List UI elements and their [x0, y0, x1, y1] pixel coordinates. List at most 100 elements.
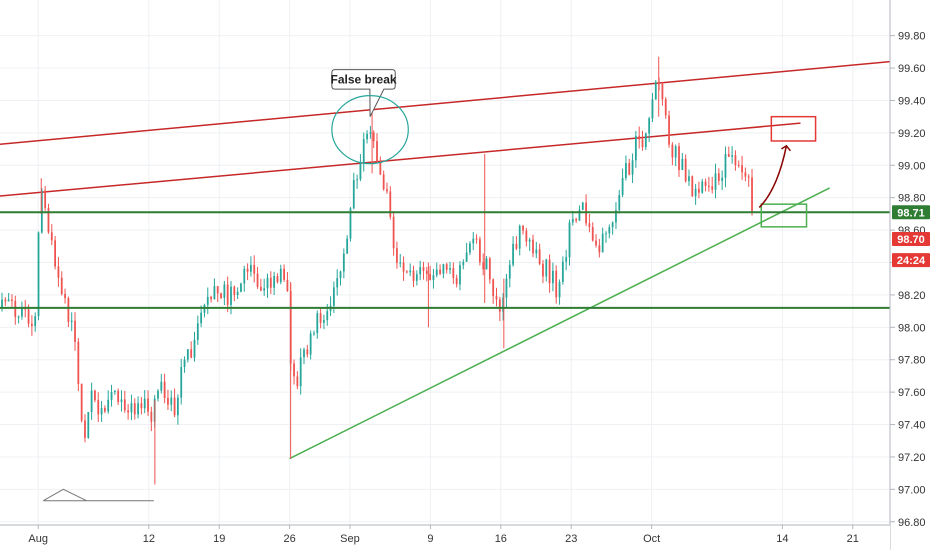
price-badge-label: 24:24 — [897, 255, 926, 267]
candle-body — [273, 275, 276, 288]
candle-body — [140, 403, 143, 409]
candle-body — [621, 177, 624, 195]
candle-body — [4, 299, 7, 302]
candle-body — [439, 269, 441, 274]
candle-body — [263, 288, 266, 291]
candle-body — [186, 349, 189, 360]
candle-body — [160, 381, 163, 391]
candle-body — [472, 238, 475, 244]
candle-body — [389, 191, 392, 217]
candle-body — [422, 267, 425, 271]
candle-body — [615, 210, 617, 223]
candle-body — [751, 177, 753, 212]
x-tick-label: 23 — [565, 533, 577, 545]
candle-body — [678, 146, 680, 171]
candle-body — [548, 259, 551, 284]
x-tick-label: 16 — [495, 533, 507, 545]
candle-body — [94, 390, 96, 401]
annotations: False break — [42, 69, 817, 502]
price-badge — [892, 253, 930, 268]
candle-body — [170, 397, 173, 405]
candle-body — [346, 238, 349, 254]
candle-body — [200, 312, 203, 324]
y-tick-label: 98.80 — [898, 193, 926, 205]
candle-body — [618, 194, 621, 211]
trendline — [0, 60, 891, 145]
candle-body — [455, 278, 458, 285]
candle-body — [598, 245, 601, 253]
candle-body — [525, 230, 528, 242]
candle-body — [366, 133, 368, 140]
candle-body — [561, 261, 564, 283]
candle-body — [711, 186, 714, 190]
x-tick-label: Sep — [340, 533, 360, 545]
candle-body — [240, 283, 242, 292]
candle-body — [518, 225, 521, 249]
y-tick-label: 99.00 — [898, 160, 926, 172]
candle-body — [34, 316, 37, 327]
x-tick-label: 26 — [284, 533, 296, 545]
y-tick-label: 99.60 — [898, 63, 926, 75]
candle-body — [435, 269, 438, 276]
candle-body — [216, 286, 219, 294]
candle-body — [147, 398, 149, 412]
candle-body — [213, 286, 216, 300]
candle-body — [27, 309, 30, 324]
price-axis-panel[interactable] — [890, 0, 932, 550]
y-tick-label: 97.40 — [898, 420, 926, 432]
y-tick-label: 99.80 — [898, 31, 926, 43]
candle-body — [326, 311, 329, 321]
candle-body — [412, 270, 415, 281]
price-badge-label: 98.70 — [897, 234, 925, 246]
candle-body — [684, 158, 687, 182]
candle-body — [259, 286, 262, 291]
candle-body — [409, 270, 412, 273]
candle-body — [236, 291, 239, 296]
candle-body — [741, 165, 743, 173]
candle-body — [399, 262, 402, 264]
candle-body — [701, 181, 704, 193]
candle-body — [488, 258, 491, 280]
price-badges: 98.71 98.70 24:24 — [892, 205, 930, 268]
price-badge — [892, 205, 930, 220]
candle-body — [674, 146, 677, 158]
trendline — [289, 187, 830, 460]
candle-body — [67, 298, 70, 322]
candle-body — [110, 392, 113, 400]
candle-body — [313, 333, 315, 335]
candle-body — [1, 299, 3, 309]
candle-body — [176, 397, 179, 416]
candle-body — [77, 341, 80, 384]
candle-body — [54, 240, 57, 267]
candle-body — [210, 296, 212, 300]
candle-body — [14, 300, 17, 318]
trendline — [0, 122, 801, 197]
candle-body — [256, 273, 259, 287]
price-badge-label: 98.71 — [897, 207, 925, 219]
false-break-ellipse — [331, 95, 409, 165]
callout-bubble — [331, 69, 396, 117]
candle-body — [196, 323, 199, 340]
candle-body — [432, 275, 435, 280]
time-axis-panel[interactable] — [0, 525, 890, 550]
candle-body — [97, 400, 100, 415]
candle-body — [100, 408, 103, 415]
candle-body — [150, 411, 153, 422]
candle-body — [508, 264, 511, 279]
candle-body — [492, 279, 495, 297]
candle-body — [323, 320, 325, 323]
candle-body — [628, 163, 631, 175]
candle-body — [316, 313, 319, 334]
candle-body — [641, 139, 644, 148]
candle-body — [47, 208, 50, 233]
y-tick-label: 97.60 — [898, 387, 926, 399]
price-axis-ticks: 99.8099.6099.4099.2099.0098.8098.6098.40… — [890, 31, 926, 529]
candle-body — [369, 132, 372, 134]
candle-body — [449, 268, 451, 270]
y-tick-label: 99.40 — [898, 95, 926, 107]
candle-body — [419, 267, 422, 275]
candle-body — [253, 264, 256, 274]
y-tick-label: 97.80 — [898, 355, 926, 367]
candle-body — [190, 349, 193, 358]
